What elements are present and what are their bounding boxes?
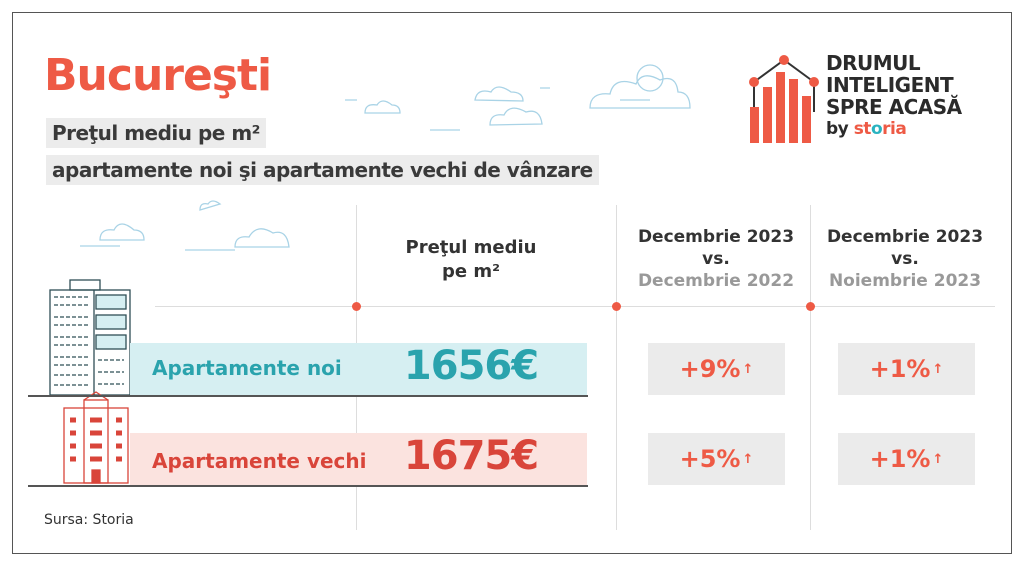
yoy-old-value: +5%	[679, 445, 741, 473]
ground-line	[28, 485, 588, 487]
mom-old-value: +1%	[869, 445, 931, 473]
row-label-old: Apartamente vechi	[152, 449, 367, 473]
logo-by-text: by	[826, 119, 849, 139]
logo-text: DRUMUL INTELIGENT SPRE ACASĂ by storia	[826, 52, 962, 140]
price-new: 1656€	[403, 343, 539, 389]
col-price-l1: Preţul mediu	[405, 237, 537, 258]
col-yoy-l1: Decembrie 2023	[637, 227, 795, 247]
col-header-mom: Decembrie 2023 vs. Noiembrie 2023	[810, 226, 1000, 292]
logo-brand: storia	[854, 119, 907, 139]
mom-new-value: +1%	[869, 355, 931, 383]
clouds-illustration	[80, 64, 691, 251]
col-yoy-l2: vs.	[702, 249, 730, 269]
row-band-old	[130, 433, 587, 485]
col-yoy-l3: Decembrie 2022	[637, 271, 795, 291]
logo-chart-icon	[749, 55, 819, 143]
col-price-l2: pe m²	[442, 261, 500, 282]
col-header-yoy: Decembrie 2023 vs. Decembrie 2022	[616, 226, 816, 292]
subtitle-line1: Preţul mediu pe m²	[46, 118, 266, 148]
ground-line	[28, 395, 588, 397]
row-band-new	[130, 343, 587, 395]
arrow-up-icon: ↑	[932, 361, 944, 377]
col-mom-l3: Noiembrie 2023	[828, 271, 982, 291]
arrow-up-icon: ↑	[742, 361, 754, 377]
logo-line3: SPRE ACASĂ	[826, 95, 962, 119]
brand-b: ria	[882, 119, 907, 139]
arrow-up-icon: ↑	[742, 451, 754, 467]
logo-line2: INTELIGENT	[826, 73, 954, 97]
mom-new: +1% ↑	[838, 343, 975, 395]
yoy-new: +9% ↑	[648, 343, 785, 395]
logo-line1: DRUMUL	[826, 51, 921, 75]
yoy-new-value: +9%	[679, 355, 741, 383]
price-old: 1675€	[403, 433, 539, 479]
row-label-new: Apartamente noi	[152, 356, 342, 380]
divider	[616, 205, 617, 530]
brand-o: o	[870, 119, 883, 139]
divider	[810, 205, 811, 530]
dot-marker	[806, 302, 815, 311]
arrow-up-icon: ↑	[932, 451, 944, 467]
yoy-old: +5% ↑	[648, 433, 785, 485]
header-line	[155, 306, 995, 307]
col-mom-l1: Decembrie 2023	[826, 227, 984, 247]
subtitle-line2: apartamente noi şi apartamente vechi de …	[46, 155, 599, 185]
dot-marker	[352, 302, 361, 311]
dot-marker	[612, 302, 621, 311]
col-mom-l2: vs.	[891, 249, 919, 269]
col-header-price: Preţul mediu pe m²	[356, 236, 586, 284]
mom-old: +1% ↑	[838, 433, 975, 485]
page-title: Bucureşti	[44, 50, 272, 101]
logo-by: by storia	[826, 118, 962, 140]
source-note: Sursa: Storia	[44, 512, 134, 528]
brand-a: st	[853, 119, 872, 139]
frame	[12, 12, 1012, 554]
